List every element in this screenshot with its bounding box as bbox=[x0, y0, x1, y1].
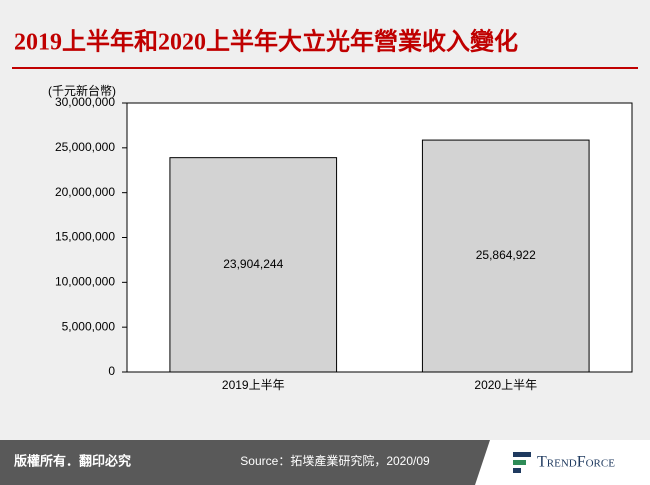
data-label: 23,904,244 bbox=[223, 257, 283, 271]
y-tick-label: 25,000,000 bbox=[55, 140, 115, 154]
data-label: 25,864,922 bbox=[476, 248, 536, 262]
copyright: 版權所有．翻印必究 bbox=[14, 453, 131, 468]
chart-title: 2019上半年和2020上半年大立光年營業收入變化 bbox=[14, 28, 518, 56]
bar bbox=[169, 157, 338, 373]
y-tick-label: 10,000,000 bbox=[55, 275, 115, 289]
y-tick-label: 20,000,000 bbox=[55, 185, 115, 199]
y-tick-label: 30,000,000 bbox=[55, 95, 115, 109]
logo-icon bbox=[513, 468, 521, 473]
logo-icon bbox=[513, 460, 526, 465]
logo-text: TrendForce bbox=[537, 454, 615, 471]
y-tick-label: 15,000,000 bbox=[55, 230, 115, 244]
logo-icon bbox=[513, 452, 531, 457]
logo-box bbox=[475, 440, 650, 485]
y-tick-label: 5,000,000 bbox=[62, 319, 116, 333]
y-tick-label: 0 bbox=[108, 364, 115, 378]
x-tick-label: 2019上半年 bbox=[222, 378, 285, 392]
y-axis-label: (千元新台幣) bbox=[48, 83, 116, 98]
source: Source：拓墣產業研究院，2020/09 bbox=[240, 453, 430, 468]
x-tick-label: 2020上半年 bbox=[474, 378, 537, 392]
bar bbox=[421, 139, 590, 373]
